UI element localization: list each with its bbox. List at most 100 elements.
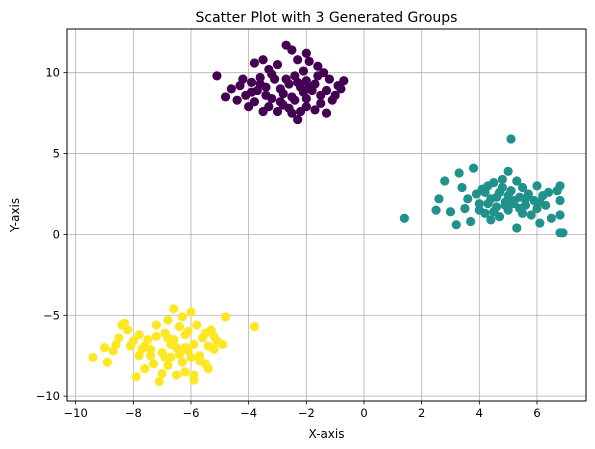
data-point-group-3 xyxy=(189,370,199,380)
x-tick-label: −10 xyxy=(64,406,88,420)
data-point-group-1 xyxy=(321,85,332,96)
data-points xyxy=(88,40,568,387)
data-point-group-1 xyxy=(284,103,294,113)
data-point-group-2 xyxy=(535,197,545,207)
data-point-group-3 xyxy=(186,352,196,362)
data-point-group-2 xyxy=(503,190,513,201)
data-point-group-2 xyxy=(512,176,522,186)
data-point-group-1 xyxy=(232,95,242,105)
data-point-group-2 xyxy=(474,199,484,209)
data-point-group-3 xyxy=(209,344,219,354)
data-point-group-3 xyxy=(192,320,202,330)
data-point-group-1 xyxy=(255,79,265,89)
data-point-group-2 xyxy=(454,168,464,178)
data-point-group-2 xyxy=(506,134,516,144)
axis-ticks: −10 −8 −6 −4 −2 0 2 4 6 −10 −5 0 5 10 xyxy=(36,66,541,420)
data-point-group-3 xyxy=(195,355,205,366)
data-point-group-2 xyxy=(512,223,522,233)
data-point-group-3 xyxy=(209,331,219,341)
x-tick-label: 0 xyxy=(360,406,367,420)
data-point-group-1 xyxy=(330,90,340,100)
y-axis-label: Y-axis xyxy=(8,198,22,233)
data-point-group-1 xyxy=(301,93,311,104)
data-point-group-3 xyxy=(180,367,190,377)
data-point-group-3 xyxy=(146,351,156,361)
data-point-group-1 xyxy=(249,58,260,68)
data-point-group-3 xyxy=(151,320,161,330)
x-tick-label: 2 xyxy=(418,406,425,420)
data-point-group-3 xyxy=(163,333,173,343)
data-point-group-3 xyxy=(157,368,167,379)
data-point-group-1 xyxy=(293,77,303,87)
data-point-group-2 xyxy=(457,182,467,193)
data-point-group-1 xyxy=(267,69,277,79)
data-point-group-2 xyxy=(445,207,456,217)
y-tick-label: −10 xyxy=(36,389,60,403)
data-point-group-1 xyxy=(220,92,231,102)
data-point-group-3 xyxy=(200,328,210,338)
data-point-group-1 xyxy=(298,66,309,76)
data-point-group-3 xyxy=(180,343,190,353)
data-point-group-1 xyxy=(272,59,283,70)
data-point-group-1 xyxy=(336,84,346,94)
data-point-group-1 xyxy=(261,90,271,100)
data-point-group-1 xyxy=(287,45,297,55)
x-tick-label: −4 xyxy=(240,406,257,420)
data-point-group-1 xyxy=(278,89,288,99)
data-point-group-3 xyxy=(163,360,173,371)
data-point-group-2 xyxy=(546,213,557,223)
data-point-group-1 xyxy=(313,71,323,81)
data-point-group-3 xyxy=(218,339,228,349)
data-point-group-3 xyxy=(171,370,182,380)
data-point-group-2 xyxy=(440,176,450,186)
plot-frame xyxy=(66,28,587,402)
chart-title: Scatter Plot with 3 Generated Groups xyxy=(196,10,458,26)
x-tick-label: −6 xyxy=(183,406,200,420)
data-point-group-2 xyxy=(463,194,473,204)
data-point-group-1 xyxy=(304,56,314,66)
data-point-group-3 xyxy=(140,364,150,374)
data-point-group-1 xyxy=(321,108,332,118)
data-point-group-2 xyxy=(474,205,484,215)
data-point-group-3 xyxy=(151,331,161,341)
y-tick-label: 5 xyxy=(53,147,60,161)
data-point-group-3 xyxy=(169,304,179,314)
x-tick-label: 6 xyxy=(533,406,540,420)
x-tick-label: 4 xyxy=(476,406,483,420)
data-point-group-2 xyxy=(555,210,565,220)
data-point-group-2 xyxy=(451,220,461,230)
data-point-group-2 xyxy=(543,187,554,197)
data-point-group-3 xyxy=(117,320,127,330)
data-point-group-2 xyxy=(503,166,513,176)
x-tick-label: −2 xyxy=(298,406,315,420)
data-point-group-3 xyxy=(220,312,231,322)
data-point-group-1 xyxy=(301,102,311,112)
data-point-group-1 xyxy=(293,114,303,125)
data-point-group-2 xyxy=(492,192,502,202)
data-point-group-3 xyxy=(203,364,213,374)
data-point-group-3 xyxy=(189,339,199,349)
data-point-group-3 xyxy=(174,349,185,359)
data-point-group-2 xyxy=(558,228,568,238)
data-point-group-2 xyxy=(480,187,490,197)
data-point-group-3 xyxy=(148,359,159,369)
data-point-group-3 xyxy=(88,352,98,362)
data-point-group-1 xyxy=(281,74,291,84)
data-point-group-3 xyxy=(163,315,173,325)
data-point-group-2 xyxy=(483,199,493,209)
data-point-group-3 xyxy=(99,343,110,353)
data-point-group-2 xyxy=(532,181,542,191)
data-point-group-1 xyxy=(249,97,260,107)
data-point-group-3 xyxy=(140,341,150,351)
data-point-group-2 xyxy=(434,194,444,204)
data-point-group-3 xyxy=(183,326,193,337)
data-point-group-2 xyxy=(535,218,545,228)
data-point-group-1 xyxy=(275,97,285,107)
data-point-group-3 xyxy=(125,341,136,351)
data-point-group-1 xyxy=(264,102,274,112)
data-point-group-1 xyxy=(290,95,300,105)
data-point-group-2 xyxy=(489,178,499,188)
data-point-group-1 xyxy=(339,76,349,86)
x-axis-label: X-axis xyxy=(309,427,345,441)
x-tick-label: −8 xyxy=(125,406,142,420)
